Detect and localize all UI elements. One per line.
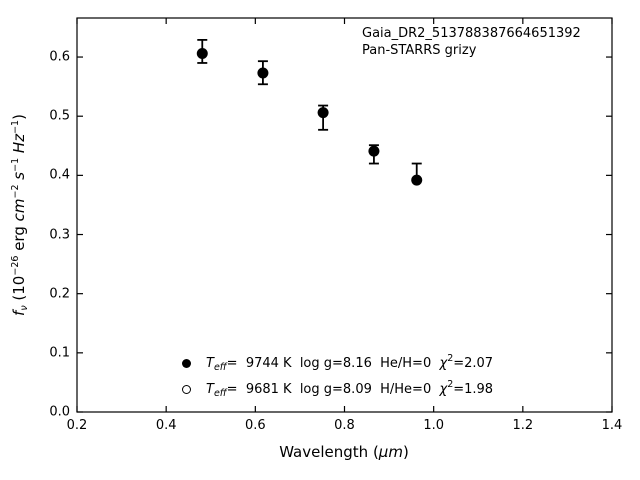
y-label-s: s xyxy=(10,171,28,180)
y-label-part: (10 xyxy=(10,275,28,306)
annotation: Gaia_DR2_513788387664651392 Pan-STARRS g… xyxy=(362,26,581,59)
legend-T: T xyxy=(206,356,214,371)
y-label-hz: Hz xyxy=(10,133,28,154)
y-label-part xyxy=(10,153,28,158)
y-label-part: erg xyxy=(10,221,28,256)
legend-chi-value: =2.07 xyxy=(453,356,494,371)
y-label-exp: −26 xyxy=(10,255,21,276)
y-tick-label: 0.0 xyxy=(49,404,70,420)
x-tick-label: 0.2 xyxy=(66,418,88,433)
y-label-f: f xyxy=(10,310,28,316)
data-point-r xyxy=(257,67,269,79)
y-label-nu: ν xyxy=(19,305,30,311)
legend-chi-value: =1.98 xyxy=(453,382,494,397)
legend-params: = 9681 K log g=8.09 H/He=0 xyxy=(226,382,440,397)
legend-chi: χ xyxy=(439,356,448,371)
y-tick-label: 0.1 xyxy=(49,345,70,361)
x-tick-label: 1.2 xyxy=(512,418,534,433)
legend-params: = 9744 K log g=8.16 He/H=0 xyxy=(226,356,440,371)
y-label-part: ) xyxy=(10,114,28,120)
y-label-exp: −1 xyxy=(10,119,21,134)
y-label-part xyxy=(10,180,28,185)
annotation-source-id: Gaia_DR2_513788387664651392 xyxy=(362,26,581,41)
legend-chi-exp: 2 xyxy=(447,353,454,364)
data-point-z xyxy=(368,145,380,157)
data-point-g xyxy=(196,47,208,59)
y-axis-label: fν (10−26 erg cm−2 s−1 Hz−1) xyxy=(10,114,30,316)
y-label-exp: −2 xyxy=(10,184,21,199)
y-tick-label: 0.4 xyxy=(49,167,70,183)
legend-row-model-2: Teff= 9681 K log g=8.09 H/He=0 χ2=1.98 xyxy=(182,379,493,399)
legend-text-model-2: Teff= 9681 K log g=8.09 H/He=0 χ2=1.98 xyxy=(206,379,493,399)
x-tick-label: 0.6 xyxy=(244,418,266,433)
open-circle-marker xyxy=(182,384,191,394)
legend-chi: χ xyxy=(439,382,448,397)
legend-T-sub: eff xyxy=(213,362,227,373)
annotation-survey: Pan-STARRS grizy xyxy=(362,42,477,58)
legend-chi-exp: 2 xyxy=(447,379,454,390)
y-tick-label: 0.6 xyxy=(49,49,70,65)
x-axis-label-part: Wavelength ( xyxy=(279,443,379,461)
legend-T-sub: eff xyxy=(213,388,227,399)
data-point-i xyxy=(317,107,329,119)
x-tick-label: 0.4 xyxy=(155,418,177,433)
x-tick-label: 1.4 xyxy=(601,418,623,433)
filled-circle-marker xyxy=(182,358,191,368)
legend-T: T xyxy=(206,382,214,397)
legend-row-model-1: Teff= 9744 K log g=8.16 He/H=0 χ2=2.07 xyxy=(182,353,493,373)
x-tick-label: 0.8 xyxy=(334,418,355,433)
y-label-exp: −1 xyxy=(10,157,21,172)
x-axis-label-part: ) xyxy=(402,443,409,461)
legend-text-model-1: Teff= 9744 K log g=8.16 He/H=0 χ2=2.07 xyxy=(206,353,493,373)
y-tick-label: 0.2 xyxy=(49,286,70,302)
y-tick-label: 0.3 xyxy=(49,227,70,243)
y-label-cm: cm xyxy=(10,198,28,222)
x-tick-label: 1.0 xyxy=(423,418,444,433)
y-tick-label: 0.5 xyxy=(49,108,70,124)
x-axis-label: Wavelength (μm) xyxy=(279,443,409,461)
data-point-y xyxy=(411,174,423,186)
x-axis-label-mu: μm xyxy=(378,443,403,461)
